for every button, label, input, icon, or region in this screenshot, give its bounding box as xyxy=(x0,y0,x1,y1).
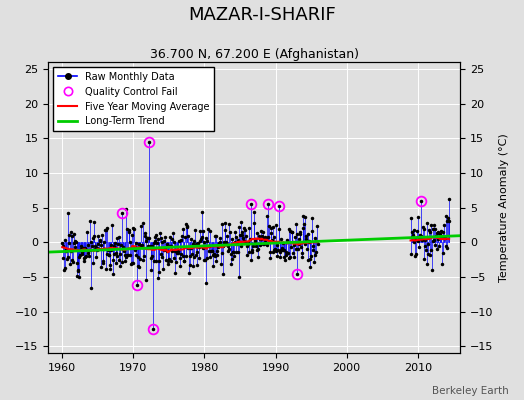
Legend: Raw Monthly Data, Quality Control Fail, Five Year Moving Average, Long-Term Tren: Raw Monthly Data, Quality Control Fail, … xyxy=(53,67,214,131)
Text: Berkeley Earth: Berkeley Earth xyxy=(432,386,508,396)
Text: MAZAR-I-SHARIF: MAZAR-I-SHARIF xyxy=(188,6,336,24)
Title: 36.700 N, 67.200 E (Afghanistan): 36.700 N, 67.200 E (Afghanistan) xyxy=(150,48,359,61)
Y-axis label: Temperature Anomaly (°C): Temperature Anomaly (°C) xyxy=(499,133,509,282)
